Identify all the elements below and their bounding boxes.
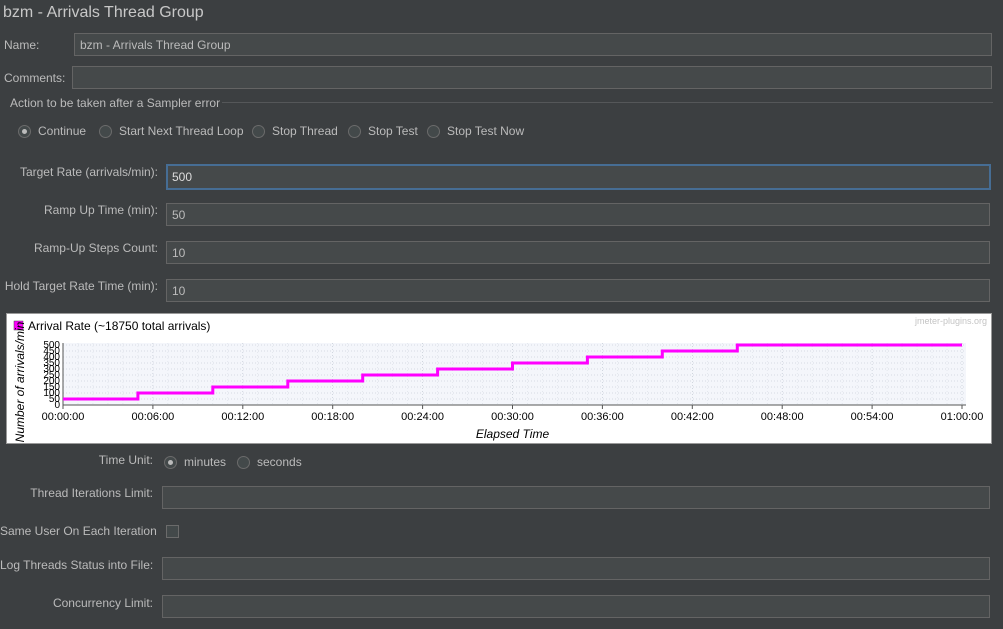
x-tick-label: 00:42:00 [671, 411, 714, 423]
name-input[interactable] [74, 33, 992, 56]
time-unit-label: Time Unit: [98, 453, 153, 467]
radio-unselected-icon [348, 124, 361, 138]
radio-stop-test[interactable]: Stop Test [348, 124, 418, 138]
name-label: Name: [4, 38, 40, 52]
radio-selected-icon [164, 455, 177, 469]
y-tick-label: 450 [43, 346, 60, 357]
thread-iterations-label: Thread Iterations Limit: [30, 486, 153, 500]
x-tick-label: 00:36:00 [581, 411, 624, 423]
y-tick-label: 250 [43, 370, 60, 381]
log-threads-input[interactable] [162, 557, 990, 580]
ramp-up-steps-label: Ramp-Up Steps Count: [33, 241, 158, 255]
radio-stop-test-now[interactable]: Stop Test Now [427, 124, 524, 138]
legend-label: Arrival Rate (~18750 total arrivals) [28, 319, 210, 333]
arrival-rate-chart: 0 50 100 150 200 250 300 350 400 450 500 00:00:00 00… [6, 313, 992, 444]
x-tick-label: 00:06:00 [131, 411, 174, 423]
y-tick-label: 400 [43, 352, 60, 363]
radio-unselected-icon [252, 124, 265, 138]
y-tick-label: 200 [43, 376, 60, 387]
target-rate-input[interactable] [166, 164, 991, 190]
concurrency-label: Concurrency Limit: [52, 596, 153, 610]
radio-continue-label: Continue [38, 124, 87, 138]
y-tick-label: 0 [54, 400, 60, 411]
x-tick-label: 00:30:00 [491, 411, 534, 423]
x-tick-label: 00:24:00 [401, 411, 444, 423]
x-tick-label: 00:48:00 [761, 411, 804, 423]
comments-label: Comments: [4, 71, 66, 85]
radio-seconds-label: seconds [257, 455, 302, 469]
y-tick-label: 150 [43, 382, 60, 393]
radio-start-next-thread-loop-label: Start Next Thread Loop [119, 124, 244, 138]
plot-area [63, 343, 966, 405]
radio-stop-test-now-label: Stop Test Now [447, 124, 525, 138]
same-user-checkbox[interactable] [166, 525, 179, 538]
radio-stop-test-label: Stop Test [368, 124, 418, 138]
radio-stop-thread-label: Stop Thread [272, 124, 338, 138]
radio-minutes[interactable]: minutes [164, 455, 226, 469]
x-axis-title: Elapsed Time [476, 427, 550, 441]
ramp-up-time-label: Ramp Up Time (min): [43, 203, 158, 217]
y-tick-label: 300 [43, 364, 60, 375]
page-title: bzm - Arrivals Thread Group [3, 4, 204, 21]
ramp-up-time-input[interactable] [166, 203, 990, 226]
sampler-error-legend: Action to be taken after a Sampler error [10, 96, 221, 110]
hold-time-label: Hold Target Rate Time (min): [4, 279, 158, 293]
comments-input[interactable] [72, 66, 992, 89]
same-user-label: Same User On Each Iteration [0, 524, 157, 538]
ramp-up-steps-input[interactable] [166, 241, 990, 264]
y-axis-title: Number of arrivals/min [13, 321, 27, 442]
y-tick-label: 50 [49, 394, 61, 405]
radio-start-next-thread-loop[interactable]: Start Next Thread Loop [99, 124, 244, 138]
log-threads-label: Log Threads Status into File: [0, 558, 154, 572]
radio-stop-thread[interactable]: Stop Thread [252, 124, 338, 138]
radio-minutes-label: minutes [184, 455, 227, 469]
target-rate-label: Target Rate (arrivals/min): [19, 165, 158, 179]
hold-time-input[interactable] [166, 279, 990, 302]
radio-seconds[interactable]: seconds [237, 455, 302, 469]
concurrency-input[interactable] [162, 595, 990, 618]
x-tick-label: 00:54:00 [851, 411, 894, 423]
x-tick-label: 01:00:00 [941, 411, 984, 423]
radio-selected-icon [18, 124, 31, 138]
series-line [63, 343, 962, 401]
radio-continue[interactable]: Continue [18, 124, 86, 138]
group-divider [222, 102, 993, 103]
x-tick-label: 00:00:00 [42, 411, 85, 423]
radio-unselected-icon [99, 124, 112, 138]
thread-iterations-input[interactable] [162, 486, 990, 509]
x-tick-label: 00:12:00 [221, 411, 264, 423]
y-tick-label: 500 [43, 340, 60, 351]
radio-unselected-icon [237, 455, 250, 469]
radio-unselected-icon [427, 124, 440, 138]
watermark: jmeter-plugins.org [914, 316, 987, 326]
x-tick-label: 00:18:00 [311, 411, 354, 423]
y-tick-label: 100 [43, 388, 60, 399]
legend-swatch [13, 320, 24, 331]
y-tick-label: 350 [43, 358, 60, 369]
